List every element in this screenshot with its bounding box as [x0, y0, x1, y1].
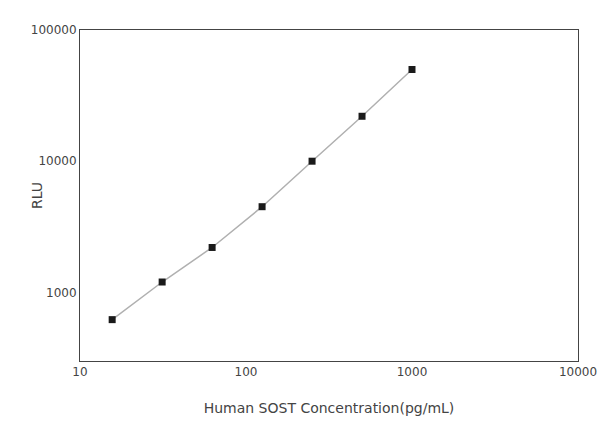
svg-text:10000: 10000	[559, 365, 597, 379]
svg-text:Human SOST Concentration(pg/mL: Human SOST Concentration(pg/mL)	[204, 400, 455, 416]
svg-text:10: 10	[72, 365, 87, 379]
svg-text:100000: 100000	[31, 23, 77, 37]
svg-text:100: 100	[235, 365, 258, 379]
svg-text:RLU: RLU	[29, 182, 45, 209]
svg-text:10000: 10000	[38, 154, 76, 168]
svg-text:1000: 1000	[46, 286, 77, 300]
svg-text:1000: 1000	[397, 365, 428, 379]
